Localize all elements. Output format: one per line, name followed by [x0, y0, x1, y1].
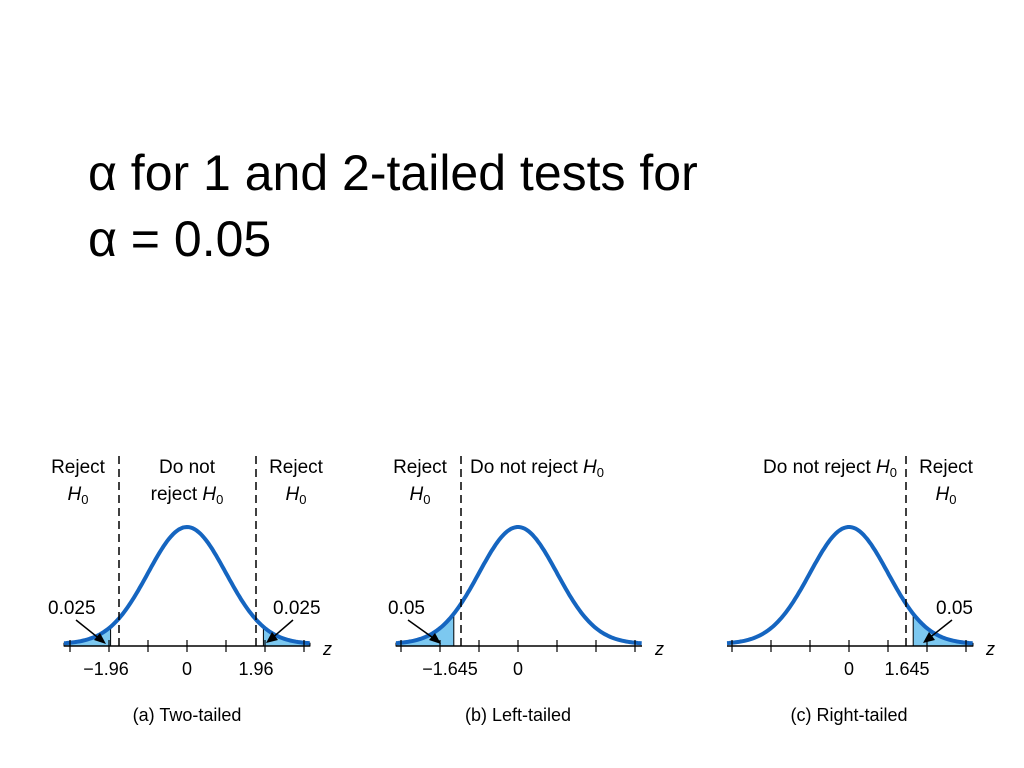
- tail-area-label-left: 0.05: [388, 598, 425, 619]
- panel-left-tailed: Reject H0 Do not reject H0 0.05 −1.645 0…: [388, 456, 664, 725]
- slide-title: α for 1 and 2-tailed tests for α = 0.05: [88, 140, 968, 272]
- title-line-1: α for 1 and 2-tailed tests for: [88, 145, 698, 201]
- pointer-arrow-left: [407, 619, 437, 641]
- pointer-arrow-left: [75, 619, 102, 641]
- do-not-reject-label: Do not reject H0: [763, 457, 897, 480]
- tick-label-left: −1.96: [83, 659, 129, 679]
- pointer-arrow-right: [927, 619, 953, 640]
- tail-area-label-left: 0.025: [48, 598, 96, 619]
- tick-label-zero: 0: [513, 659, 523, 679]
- tail-area-label-right: 0.025: [273, 598, 321, 619]
- do-not-reject-label: Do not reject H0: [470, 457, 604, 480]
- h0-label-right: H0: [936, 484, 957, 507]
- z-axis-label: z: [654, 639, 664, 659]
- title-line-2: α = 0.05: [88, 211, 272, 267]
- tick-label-right: 1.645: [884, 659, 929, 679]
- arrowhead-right: [923, 632, 935, 643]
- reject-label-left: Reject: [51, 457, 106, 478]
- tick-label-zero: 0: [182, 659, 192, 679]
- axis-ticks: [400, 640, 636, 652]
- tick-label-left: −1.645: [422, 659, 478, 679]
- panel-caption: (b) Left-tailed: [465, 705, 571, 725]
- h0-label-left: H0: [68, 484, 89, 507]
- normal-curve: [726, 525, 973, 646]
- arrowhead-left: [429, 633, 441, 644]
- axis-ticks: [731, 640, 967, 652]
- reject-label-left: Reject: [393, 457, 448, 478]
- normal-curve: [63, 524, 310, 646]
- reject-label-right: Reject: [919, 457, 974, 478]
- h0-label-left: H0: [410, 484, 431, 507]
- arrowhead-left: [94, 633, 106, 644]
- do-not-label: Do not: [159, 457, 216, 478]
- normal-curve: [395, 525, 642, 646]
- h0-label-right: H0: [286, 484, 307, 507]
- axis-ticks: [69, 640, 305, 652]
- reject-label-right: Reject: [269, 457, 324, 478]
- z-axis-label: z: [322, 639, 332, 659]
- panel-two-tailed: Reject H0 Do not reject H0 Reject H0 0.0…: [48, 456, 332, 725]
- panel-caption: (a) Two-tailed: [133, 705, 242, 725]
- tick-label-right: 1.96: [238, 659, 273, 679]
- arrowhead-right: [266, 632, 278, 643]
- panel-right-tailed: Do not reject H0 Reject H0 0.05 0 1.645 …: [726, 456, 995, 725]
- reject-h0-label-middle: reject H0: [151, 484, 224, 507]
- panel-caption: (c) Right-tailed: [790, 705, 907, 725]
- z-axis-label: z: [985, 639, 995, 659]
- tail-area-label-right: 0.05: [936, 598, 973, 619]
- tick-label-zero: 0: [844, 659, 854, 679]
